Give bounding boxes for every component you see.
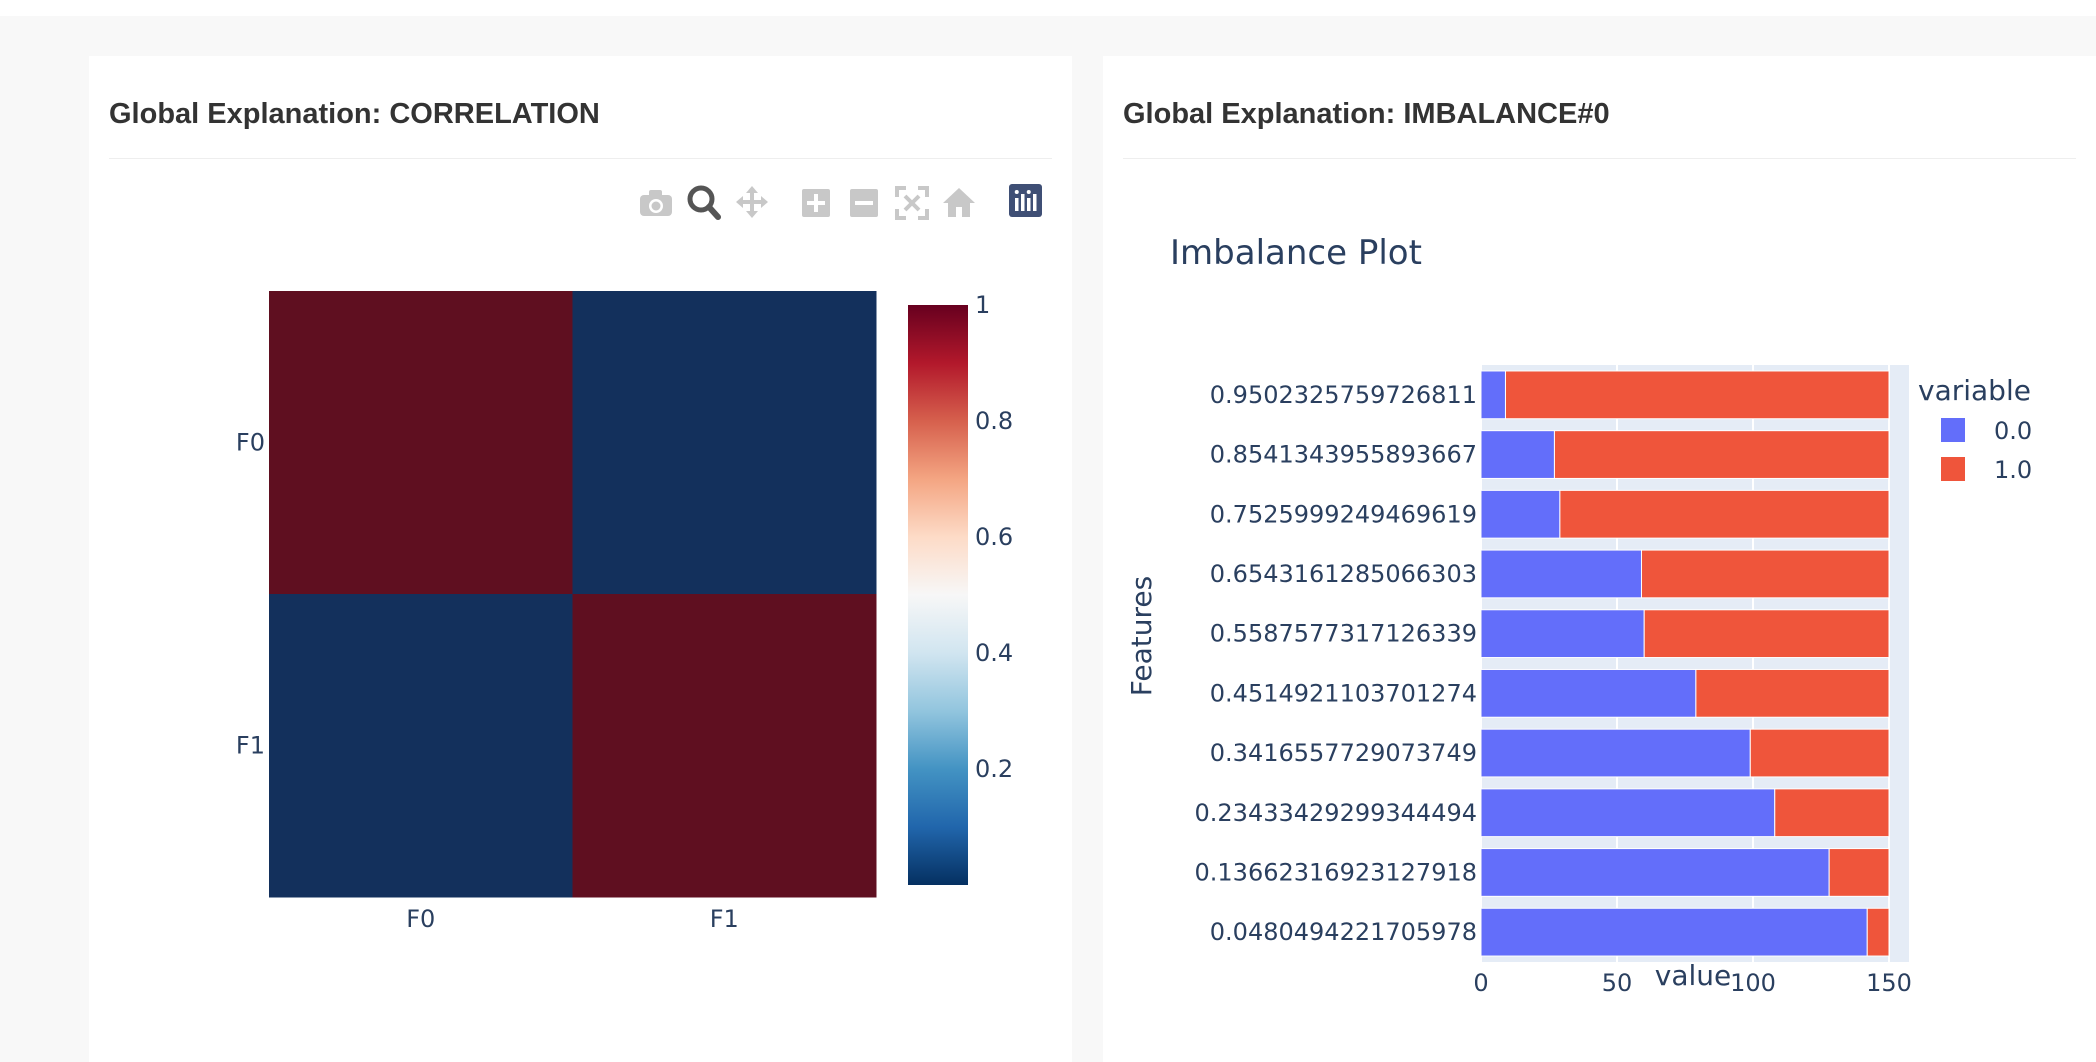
heatmap-cell-F0-F1 xyxy=(572,291,877,595)
bar-segment-0-0 xyxy=(1480,668,1697,718)
bar-segment-0-0 xyxy=(1480,489,1561,539)
bar-segment-0-0 xyxy=(1480,728,1751,778)
heatmap-cell-F1-F1 xyxy=(572,594,877,898)
legend: variable 0.0 1.0 xyxy=(1918,374,2032,484)
bar-segment-1-0 xyxy=(1866,907,1890,957)
bar-segment-1-0 xyxy=(1749,728,1890,778)
y-tick-label: 0.3416557729073749 xyxy=(1210,739,1477,767)
y-axis-title: Features xyxy=(1125,576,1158,696)
panel-title-correlation: Global Explanation: CORRELATION xyxy=(109,98,600,130)
colorbar: 0.2 0.4 0.6 0.8 1 xyxy=(908,291,1013,885)
bar-segment-0-0 xyxy=(1480,370,1506,420)
bar-segment-0-0 xyxy=(1480,788,1776,838)
legend-swatch[interactable] xyxy=(1941,457,1965,481)
zoom-in-icon[interactable] xyxy=(802,189,830,217)
bar-segment-1-0 xyxy=(1828,848,1890,897)
autoscale-icon[interactable] xyxy=(895,186,929,220)
y-tick-label: F1 xyxy=(236,732,265,760)
heatmap-cell-F1-F0 xyxy=(269,594,573,898)
panel-title-imbalance: Global Explanation: IMBALANCE#0 xyxy=(1123,98,1610,130)
x-tick-label: 0 xyxy=(1473,969,1488,997)
bar-segment-1-0 xyxy=(1640,549,1890,599)
bar-plot: 0 50 100 150 0.9502325759726811 0.85413439558… xyxy=(1195,365,1912,997)
x-tick-label: 150 xyxy=(1866,969,1912,997)
panel-divider xyxy=(109,158,1052,159)
imbalance-panel: Global Explanation: IMBALANCE#0 Imbalanc… xyxy=(1103,56,2096,1062)
x-tick-label: F1 xyxy=(710,905,739,933)
colorbar-tick-label: 0.2 xyxy=(975,755,1013,783)
x-tick-label: 50 xyxy=(1602,969,1633,997)
bar-segment-0-0 xyxy=(1480,549,1642,599)
y-tick-label: F0 xyxy=(236,429,265,457)
y-tick-label: 0.23433429299344494 xyxy=(1195,799,1477,827)
bar-segment-0-0 xyxy=(1480,609,1645,659)
zoom-out-icon[interactable] xyxy=(850,189,878,217)
legend-title: variable xyxy=(1918,374,2031,407)
colorbar-tick-label: 0.8 xyxy=(975,407,1013,435)
colorbar-tick-label: 0.4 xyxy=(975,639,1013,667)
y-tick-label: 0.0480494221705978 xyxy=(1210,918,1477,946)
bar-segment-0-0 xyxy=(1480,848,1830,897)
y-tick-label: 0.5587577317126339 xyxy=(1210,620,1477,648)
x-axis-title: value xyxy=(1655,959,1731,992)
x-tick-label: F0 xyxy=(406,905,435,933)
bar-segment-0-0 xyxy=(1480,907,1868,957)
x-tick-label: 100 xyxy=(1730,969,1776,997)
correlation-chart: F0 F1 F0 F1 0.2 0.4 0.6 0.8 1 xyxy=(236,184,1042,933)
legend-item-label[interactable]: 0.0 xyxy=(1994,417,2032,445)
zoom-icon[interactable] xyxy=(687,185,721,220)
y-tick-label: 0.13662316923127918 xyxy=(1195,858,1477,886)
bar-segment-1-0 xyxy=(1643,609,1890,659)
bar-segment-1-0 xyxy=(1504,370,1890,420)
plotly-logo-icon[interactable] xyxy=(1009,184,1042,217)
bar-segment-1-0 xyxy=(1559,489,1890,539)
top-band xyxy=(0,0,2096,16)
pan-icon[interactable] xyxy=(736,186,768,218)
colorbar-tick-label: 0.6 xyxy=(975,523,1013,551)
colorbar-gradient xyxy=(908,305,968,885)
imbalance-chart: Imbalance Plot 0 50 100 150 0.95023257597268… xyxy=(1125,233,2032,997)
legend-swatch[interactable] xyxy=(1941,418,1965,442)
y-tick-label: 0.9502325759726811 xyxy=(1210,381,1477,409)
y-tick-label: 0.4514921103701274 xyxy=(1210,679,1477,707)
y-tick-label: 0.7525999249469619 xyxy=(1210,500,1477,528)
bar-segment-1-0 xyxy=(1695,668,1890,718)
bar-segment-0-0 xyxy=(1480,430,1555,479)
correlation-panel: Global Explanation: CORRELATION xyxy=(89,56,1072,1062)
bar-segment-1-0 xyxy=(1553,430,1890,479)
y-tick-label: 0.8541343955893667 xyxy=(1210,441,1477,469)
heatmap-plot: F0 F1 F0 F1 xyxy=(236,291,877,933)
panel-divider xyxy=(1123,158,2076,159)
colorbar-tick-label: 1 xyxy=(975,291,990,319)
modebar xyxy=(640,184,1042,220)
heatmap-cell-F0-F0 xyxy=(269,291,573,595)
bar-segment-1-0 xyxy=(1774,788,1890,838)
y-tick-label: 0.6543161285066303 xyxy=(1210,560,1477,588)
reset-axes-icon[interactable] xyxy=(943,188,975,217)
plot-title: Imbalance Plot xyxy=(1170,233,1422,273)
camera-icon[interactable] xyxy=(640,190,672,216)
legend-item-label[interactable]: 1.0 xyxy=(1994,456,2032,484)
